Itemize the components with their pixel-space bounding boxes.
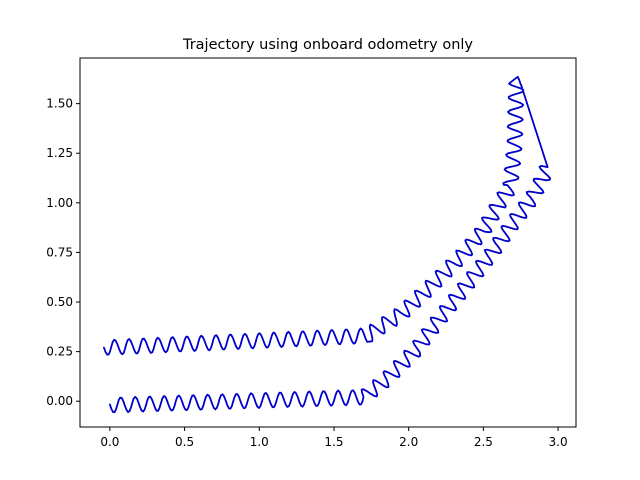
plot-area-frame — [79, 57, 577, 428]
x-tick-label: 2.0 — [399, 435, 418, 449]
y-tick-label: 0.50 — [46, 295, 73, 309]
chart-title: Trajectory using onboard odometry only — [182, 37, 473, 53]
x-tick-label: 2.5 — [474, 435, 493, 449]
y-axis-ticks: 0.00 0.25 0.50 0.75 1.00 1.25 1.50 — [46, 97, 80, 408]
x-tick-label: 0.0 — [100, 435, 119, 449]
x-tick-label: 1.5 — [324, 435, 343, 449]
y-tick-label: 1.50 — [46, 97, 73, 111]
y-tick-label: 0.75 — [46, 245, 73, 259]
series-line-trajectory — [103, 75, 552, 414]
y-tick-label: 1.00 — [46, 196, 73, 210]
x-tick-label: 1.0 — [250, 435, 269, 449]
y-tick-label: 0.00 — [46, 394, 73, 408]
y-tick-label: 1.25 — [46, 146, 73, 160]
x-tick-label: 3.0 — [549, 435, 568, 449]
x-tick-label: 0.5 — [175, 435, 194, 449]
x-axis-ticks: 0.0 0.5 1.0 1.5 2.0 2.5 3.0 — [100, 427, 568, 449]
y-tick-label: 0.25 — [46, 345, 73, 359]
